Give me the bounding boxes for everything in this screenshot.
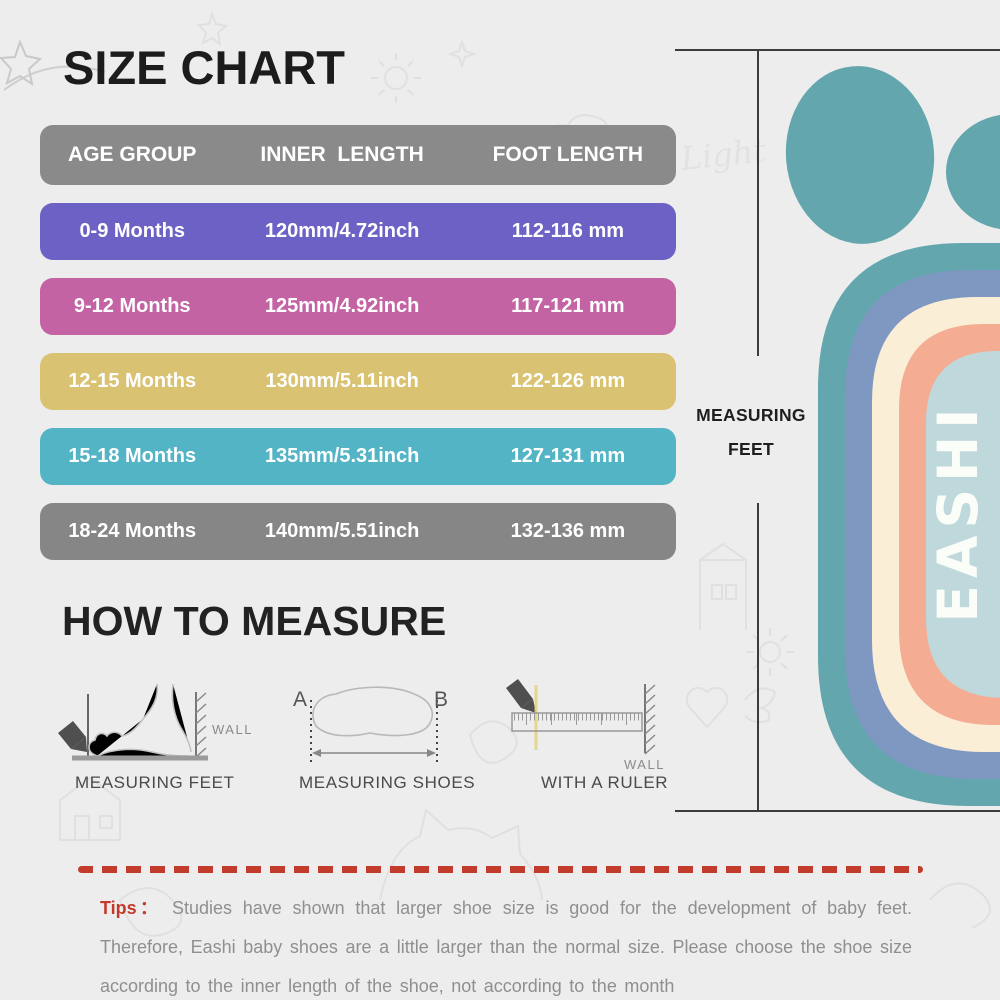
tips-divider <box>78 866 923 873</box>
side-caption: MEASURING FEET <box>678 398 824 466</box>
big-toe-shape <box>785 66 935 244</box>
wall-label: WALL <box>624 757 665 772</box>
side-caption-line1: MEASURING <box>696 405 806 425</box>
age-group-cell: 0-9 Months <box>79 220 185 242</box>
table-row: 15-18 Months 135mm/5.31inch 127-131 mm <box>40 428 676 485</box>
frame-vertical-line-upper <box>757 49 759 356</box>
header-foot-length: FOOT LENGTH <box>492 143 644 166</box>
tips-body: Studies have shown that larger shoe size… <box>100 898 912 996</box>
measuring-feet-label: MEASURING FEET <box>75 773 235 792</box>
age-group-cell: 18-24 Months <box>68 520 197 542</box>
point-a-marker: A <box>293 688 308 711</box>
side-caption-line2: FEET <box>728 439 774 459</box>
second-toe-shape <box>946 114 1000 230</box>
doodle-text-light: Light <box>678 131 768 178</box>
page-title: SIZE CHART <box>63 41 345 94</box>
age-group-cell: 15-18 Months <box>68 445 197 467</box>
how-to-measure-title: HOW TO MEASURE <box>62 598 447 644</box>
with-a-ruler-label: WITH A RULER <box>541 773 669 792</box>
pencil-tip <box>521 699 536 713</box>
wall-label: WALL <box>212 722 253 737</box>
frame-bottom-line <box>675 810 1000 812</box>
shoe-sole-outline <box>312 686 434 737</box>
ruler-diagram <box>506 679 656 755</box>
foot-length-cell: 112-116 mm <box>511 220 625 242</box>
pencil-icon <box>506 679 533 708</box>
measuring-shoes-label: MEASURING SHOES <box>299 773 476 792</box>
table-header-row: AGE GROUP INNER LENGTH FOOT LENGTH <box>40 125 676 185</box>
pencil-icon <box>58 721 86 749</box>
pencil-tip <box>71 737 87 752</box>
size-table: AGE GROUP INNER LENGTH FOOT LENGTH 0-9 M… <box>40 125 676 560</box>
tips-paragraph: Tips： Studies have shown that larger sho… <box>100 889 912 1000</box>
table-row: 0-9 Months 120mm/4.72inch 112-116 mm <box>40 203 676 260</box>
tips-label: Tips： <box>100 898 162 918</box>
inner-length-cell: 125mm/4.92inch <box>264 295 420 317</box>
table-row: 18-24 Months 140mm/5.51inch 132-136 mm <box>40 503 676 560</box>
measuring-diagrams <box>58 679 656 763</box>
age-group-cell: 12-15 Months <box>68 370 197 392</box>
header-age-group: AGE GROUP <box>68 143 197 166</box>
measuring-shoes-diagram <box>310 686 438 763</box>
frame-vertical-line-lower <box>757 503 759 812</box>
frame-top-line <box>675 49 1000 51</box>
header-inner-length: INNER LENGTH <box>260 143 424 166</box>
foot-length-cell: 132-136 mm <box>510 520 626 542</box>
inner-length-cell: 120mm/4.72inch <box>264 220 420 242</box>
brand-logo-text: EASHI <box>926 401 990 623</box>
foot-center-shape <box>926 351 1000 698</box>
foot-length-cell: 117-121 mm <box>511 295 625 317</box>
foot-length-cell: 122-126 mm <box>510 370 626 392</box>
age-group-cell: 9-12 Months <box>73 295 191 317</box>
inner-length-cell: 135mm/5.31inch <box>264 445 420 467</box>
table-row: 12-15 Months 130mm/5.11inch 122-126 mm <box>40 353 676 410</box>
inner-length-cell: 130mm/5.11inch <box>265 370 419 392</box>
measuring-feet-diagram <box>58 683 208 761</box>
point-b-marker: B <box>434 688 449 711</box>
foot-length-cell: 127-131 mm <box>510 445 626 467</box>
inner-length-cell: 140mm/5.51inch <box>264 520 420 542</box>
table-row: 9-12 Months 125mm/4.92inch 117-121 mm <box>40 278 676 335</box>
wall-hatching <box>644 684 656 755</box>
